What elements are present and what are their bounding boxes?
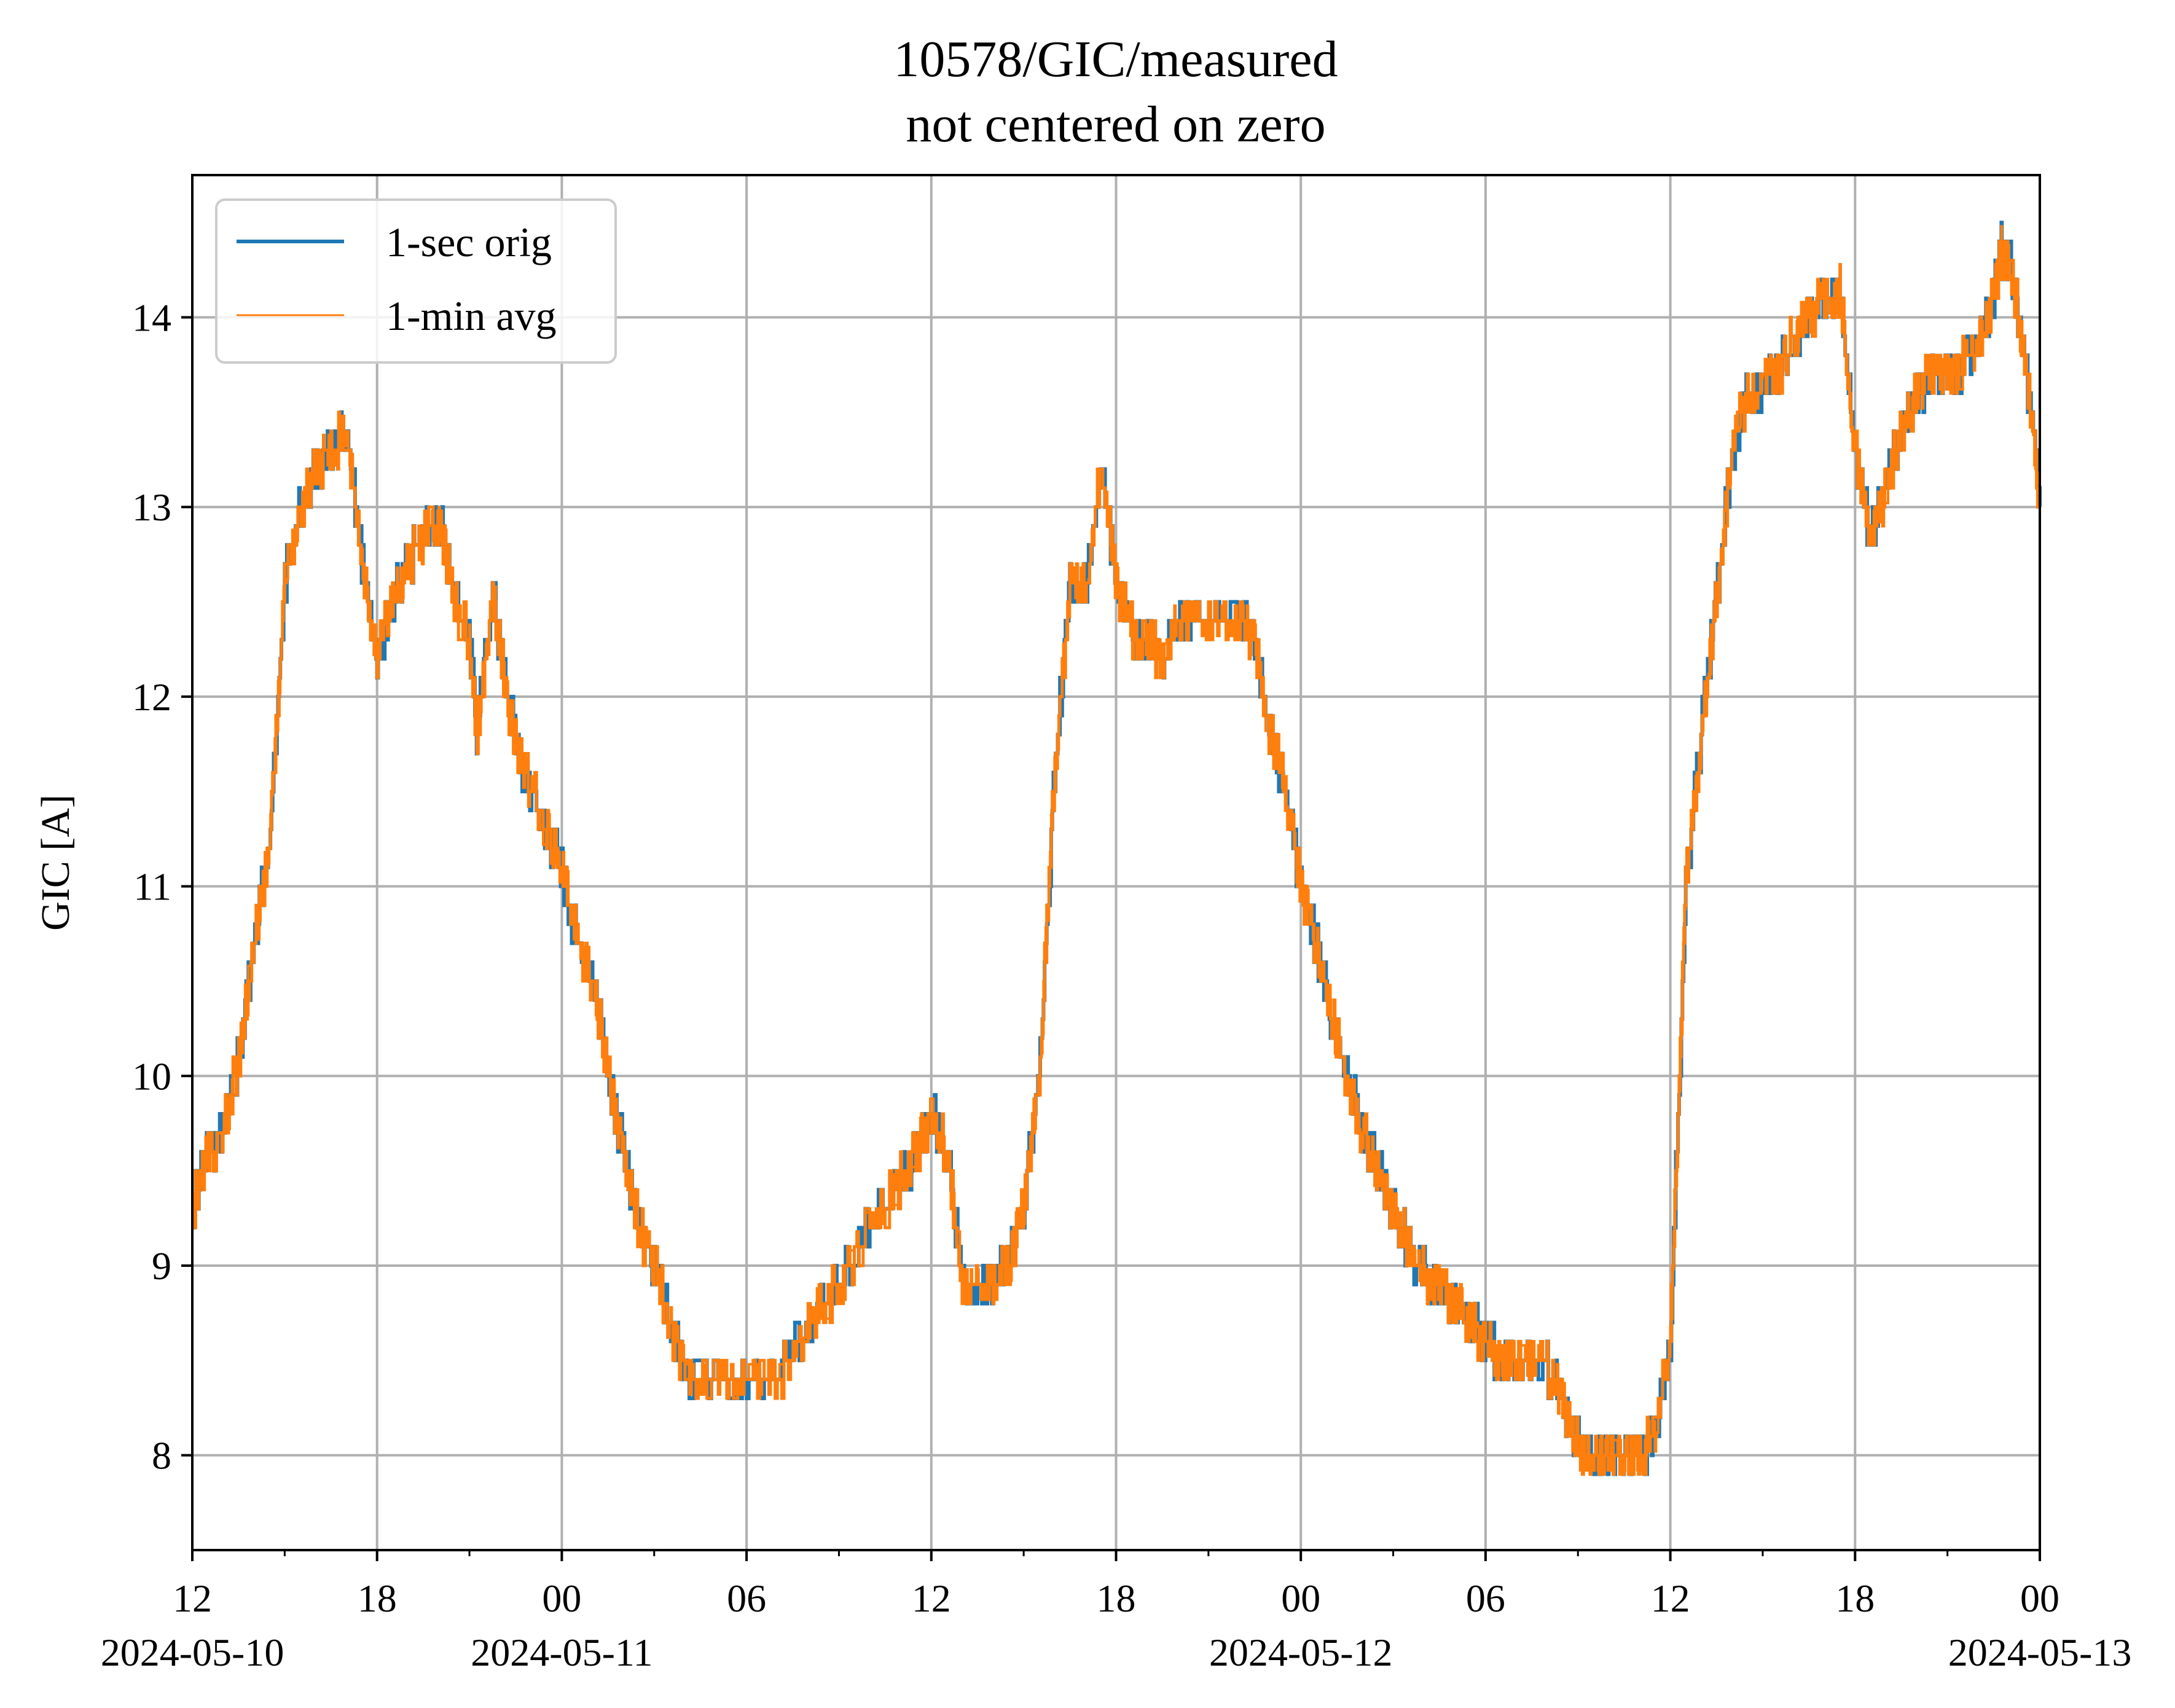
x-tick-label: 00 [542,1577,581,1620]
y-tick-label: 12 [132,675,171,719]
y-tick-label: 13 [132,485,171,529]
x-tick-label: 12 [1651,1577,1690,1620]
chart-title: 10578/GIC/measured [893,31,1338,88]
x-tick-date-label: 2024-05-12 [1209,1631,1393,1674]
y-tick-label: 14 [132,296,171,340]
x-tick-label: 06 [1466,1577,1505,1620]
x-tick-label: 00 [2020,1577,2059,1620]
series-lines [191,221,2042,1476]
x-tick-label: 06 [727,1577,766,1620]
y-axis-label: GIC [A] [33,794,78,931]
x-tick-label: 18 [1835,1577,1875,1620]
y-tick-label: 9 [152,1244,171,1288]
legend: 1-sec orig 1-min avg [215,198,617,364]
x-tick-label: 18 [358,1577,397,1620]
x-tick-label: 18 [1097,1577,1136,1620]
x-tick-label: 00 [1281,1577,1320,1620]
series-line-1-min-avg-overlay [192,225,2041,1472]
y-tick-label: 11 [133,865,171,909]
x-tick-label: 12 [912,1577,951,1620]
y-axis-ticks: 8 9 10 11 12 13 14 [132,296,192,1478]
x-tick-label: 12 [173,1577,212,1620]
x-axis-ticks: 12 2024-05-10 18 00 2024-05-11 06 12 18 00 2024-0… [101,1550,2132,1674]
y-tick-label: 8 [152,1434,171,1478]
legend-label-1-min-avg: 1-min avg [386,292,557,339]
legend-label-1-sec-orig: 1-sec orig [386,219,552,265]
x-tick-date-label: 2024-05-10 [101,1631,284,1674]
y-tick-label: 10 [132,1054,171,1098]
chart-subtitle: not centered on zero [906,96,1325,153]
x-tick-date-label: 2024-05-11 [471,1631,652,1674]
x-tick-date-label: 2024-05-13 [1948,1631,2132,1674]
